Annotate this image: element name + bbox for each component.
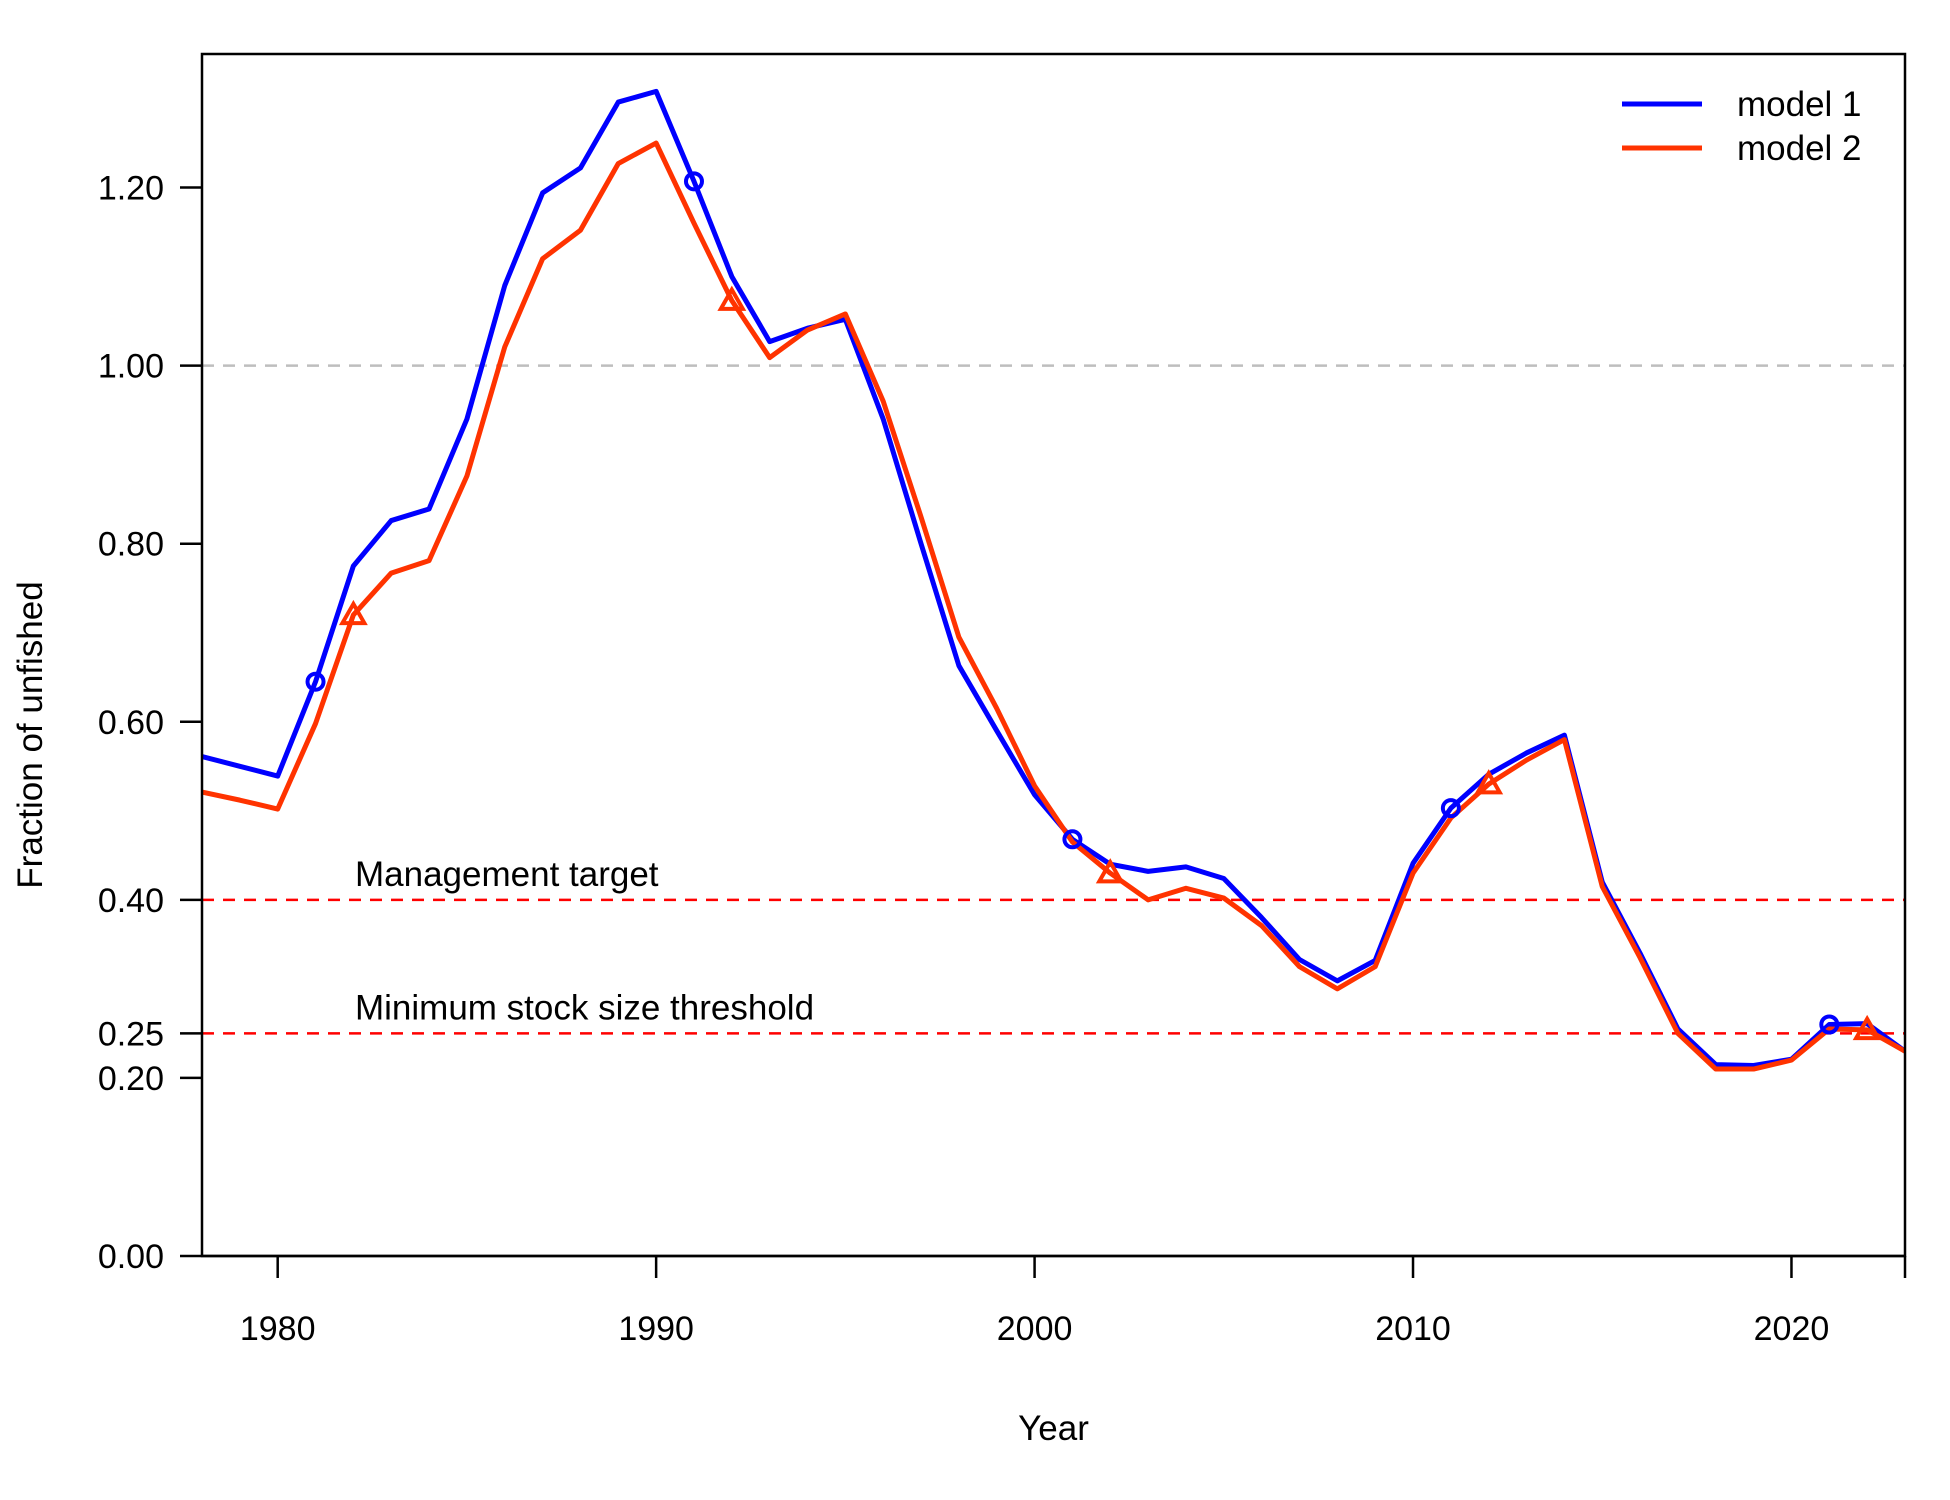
series-line-1 bbox=[202, 88, 1905, 1068]
y-tick-label: 0.80 bbox=[98, 526, 164, 564]
y-tick-label: 0.20 bbox=[98, 1060, 164, 1098]
series-2-point bbox=[1852, 1014, 1882, 1041]
series-1-point bbox=[305, 671, 326, 692]
series-1-point bbox=[683, 171, 704, 192]
y-tick-label: 0.00 bbox=[98, 1238, 164, 1276]
y-tick-label: 0.60 bbox=[98, 704, 164, 742]
y-tick-label: 1.00 bbox=[98, 348, 164, 386]
legend: model 1 model 2 bbox=[1622, 85, 1862, 168]
x-tick-label: 2020 bbox=[1754, 1310, 1830, 1348]
y-tick-label: 0.40 bbox=[98, 882, 164, 920]
reference-line-label-1: Management target bbox=[355, 855, 659, 894]
series-2-point bbox=[1474, 769, 1504, 795]
series-lines bbox=[202, 88, 1905, 1072]
legend-label-2: model 2 bbox=[1737, 129, 1862, 168]
plot-frame bbox=[200, 52, 1907, 1258]
x-tick-label: 1990 bbox=[618, 1310, 694, 1348]
reference-line-label-2: Minimum stock size threshold bbox=[355, 988, 814, 1027]
series-1-point bbox=[1062, 829, 1083, 850]
series-1-point bbox=[1819, 1014, 1840, 1035]
series-2-point bbox=[1095, 858, 1125, 884]
series-2-point bbox=[338, 599, 368, 626]
x-axis-title: Year bbox=[1018, 1409, 1089, 1448]
y-axis-title: Fraction of unfished bbox=[11, 581, 50, 888]
x-tick-label: 2000 bbox=[997, 1310, 1073, 1348]
legend-label-1: model 1 bbox=[1737, 85, 1862, 124]
series-markers bbox=[305, 171, 1882, 1041]
y-axis: 0.00 0.20 0.25 0.40 0.60 0.80 1.00 1.20 bbox=[98, 170, 202, 1276]
y-tick-label: 0.25 bbox=[98, 1015, 164, 1053]
series-1-point bbox=[1440, 798, 1461, 819]
reference-lines: Management target Minimum stock size thre… bbox=[202, 364, 1905, 1035]
series-2-point bbox=[717, 285, 747, 311]
series-line-2 bbox=[202, 140, 1905, 1072]
x-tick-label: 2010 bbox=[1375, 1310, 1451, 1348]
x-tick-label: 1980 bbox=[240, 1310, 316, 1348]
x-axis: 1980 1990 2000 2010 2020 bbox=[202, 1254, 1907, 1348]
y-tick-label: 1.20 bbox=[98, 170, 164, 208]
